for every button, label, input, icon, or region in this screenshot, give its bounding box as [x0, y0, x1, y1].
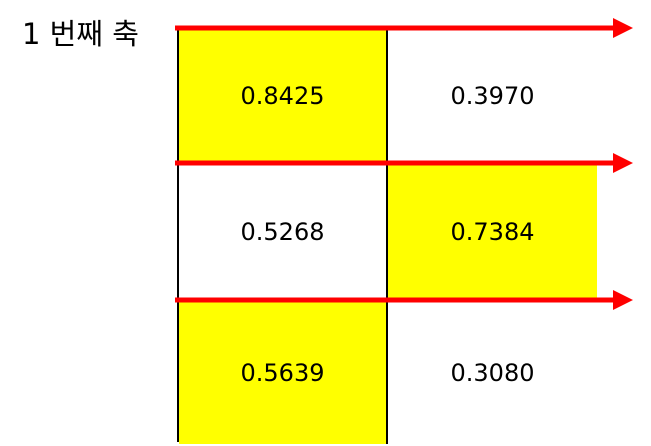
table-cell: 0.5639	[179, 301, 388, 444]
table-cell: 0.3970	[388, 30, 597, 164]
table-cell: 0.3080	[388, 301, 597, 444]
table-cell: 0.7384	[388, 164, 597, 301]
value-table: 0.8425 0.3970 0.5268 0.7384 0.5639 0.308…	[177, 28, 597, 444]
table-cell: 0.8425	[179, 30, 388, 164]
axis-label: 1 번째 축	[22, 17, 139, 51]
table-cell: 0.5268	[179, 164, 388, 301]
